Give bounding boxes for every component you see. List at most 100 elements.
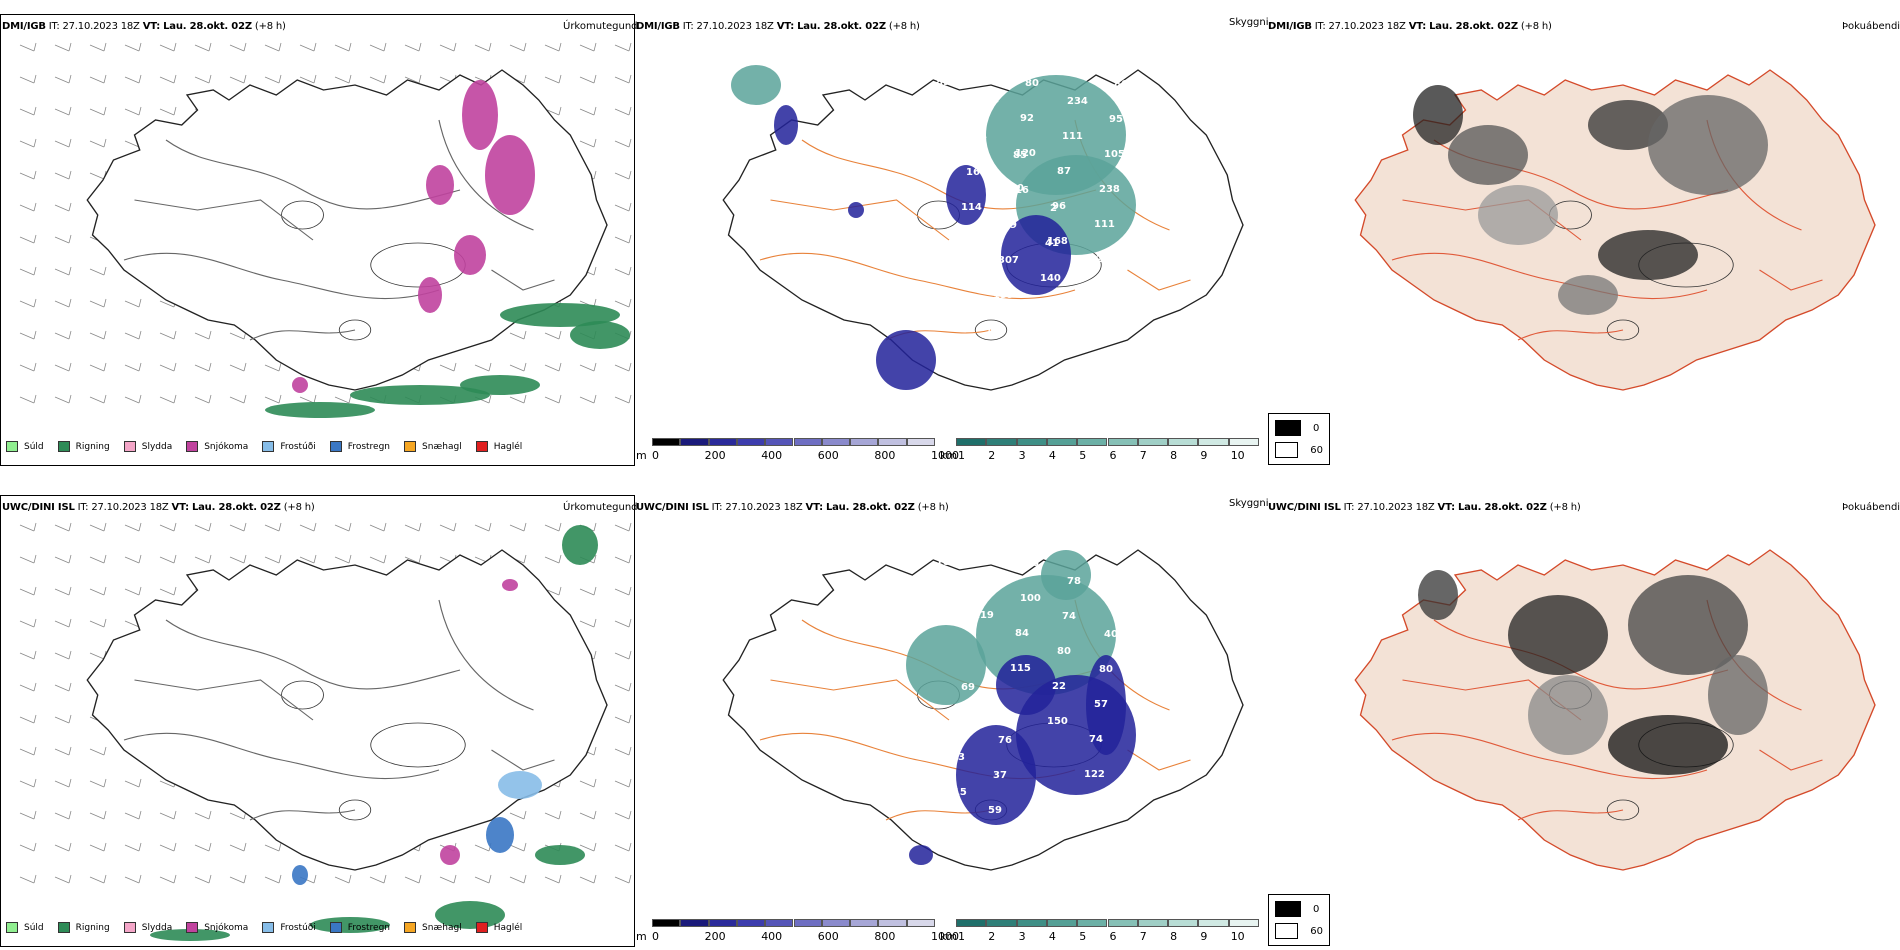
wind-barb	[103, 138, 107, 148]
road-line	[1127, 269, 1191, 291]
colorbar-segment	[956, 919, 987, 927]
wind-barb	[19, 524, 35, 532]
wind-barb	[54, 396, 70, 404]
wind-barb	[614, 620, 630, 628]
road-line	[123, 732, 440, 780]
wind-barb	[348, 874, 352, 884]
colorbar-segment	[1137, 438, 1169, 446]
visibility-value: 78	[1067, 576, 1081, 587]
wind-barb	[89, 876, 105, 884]
wind-barb	[89, 396, 105, 404]
wind-barb	[313, 74, 317, 84]
cloud-legend-swatch	[1275, 901, 1301, 917]
wind-barb	[124, 44, 140, 52]
wind-barb	[579, 396, 595, 404]
colorbar-unit: km	[940, 449, 958, 462]
vis-header: DMI/IGB IT: 27.10.2023 18Z VT: Lau. 28.o…	[636, 21, 920, 32]
wind-barb	[54, 748, 70, 756]
wind-barb	[19, 812, 35, 820]
wind-barb	[54, 524, 70, 532]
wind-barb	[19, 332, 35, 340]
visibility-value: 80	[1010, 183, 1024, 194]
wind-barb	[229, 844, 245, 852]
legend-label: Frostúði	[280, 922, 316, 933]
wind-barb	[124, 780, 140, 788]
wind-barb	[68, 522, 72, 532]
wind-barb	[54, 268, 70, 276]
cloud-legend-row: 0	[1275, 420, 1323, 436]
iceland-map	[86, 549, 608, 871]
wind-barb	[159, 396, 175, 404]
wind-barb	[558, 810, 562, 820]
visibility-value: 307	[998, 255, 1019, 266]
wind-barb	[68, 202, 72, 212]
wind-barb	[278, 362, 282, 372]
fog-area	[1628, 575, 1748, 675]
legend-label: Rigning	[75, 922, 110, 933]
visibility-value: 25	[1072, 841, 1086, 852]
wind-barb	[628, 170, 632, 180]
wind-barb	[439, 44, 455, 52]
visibility-value: 80	[1099, 664, 1113, 675]
wind-barb	[208, 394, 212, 404]
wind-barb	[103, 42, 107, 52]
vis-header: UWC/DINI ISL IT: 27.10.2023 18Z VT: Lau.…	[636, 502, 949, 513]
visibility-value: 163	[956, 237, 977, 248]
wind-barb	[54, 76, 70, 84]
road-line	[491, 749, 555, 771]
road-line	[770, 199, 950, 241]
wind-barb	[68, 810, 72, 820]
wind-barb	[68, 234, 72, 244]
colorbar-tick: 800	[874, 930, 896, 943]
wind-barb	[474, 364, 490, 372]
wind-barb	[628, 298, 632, 308]
wind-barb	[124, 300, 140, 308]
fog-area	[1648, 95, 1768, 195]
wind-barb	[229, 524, 245, 532]
wind-barb	[124, 364, 140, 372]
visibility-value: 37	[993, 770, 1007, 781]
colorbar-tick: 7	[1139, 930, 1147, 943]
legend-label: Súld	[24, 441, 44, 452]
colorbar-tick: 0	[652, 930, 659, 943]
wind-barb	[54, 300, 70, 308]
visibility-value: 216	[1008, 185, 1029, 196]
wind-barb	[54, 556, 70, 564]
wind-barb	[138, 522, 142, 532]
wind-barb	[614, 268, 630, 276]
wind-barb	[89, 748, 105, 756]
wind-barb	[614, 556, 630, 564]
wind-barb	[19, 684, 35, 692]
precip-area	[485, 135, 535, 215]
visibility-value: 95	[1109, 114, 1123, 125]
wind-barb	[33, 234, 37, 244]
precip-legend: Súld Rigning Slydda Snjókoma Frostúði Frostre…	[6, 922, 536, 933]
wind-barb	[19, 396, 35, 404]
wind-barb	[138, 74, 142, 84]
wind-barb	[208, 42, 212, 52]
wind-barb	[68, 746, 72, 756]
road-line	[1517, 329, 1624, 341]
colorbar-tick: 1000	[931, 449, 959, 462]
precip-area	[292, 865, 308, 885]
wind-barb	[194, 876, 210, 884]
wind-barb	[523, 42, 527, 52]
visibility-value: 61	[956, 717, 970, 728]
wind-barb	[523, 810, 527, 820]
wind-barb	[33, 74, 37, 84]
legend-label: Súld	[24, 922, 44, 933]
wind-barb	[628, 522, 632, 532]
legend-item: Frostregn	[329, 441, 390, 452]
wind-barb	[369, 44, 385, 52]
iceland-map	[86, 69, 608, 391]
wind-barb	[68, 42, 72, 52]
wind-barb	[124, 108, 140, 116]
precip-area	[498, 771, 542, 799]
wind-barb	[19, 76, 35, 84]
colorbar-tick: 400	[761, 930, 783, 943]
wind-barb	[243, 522, 247, 532]
wind-barb	[348, 74, 352, 84]
wind-barb	[264, 844, 280, 852]
visibility-value: 185	[983, 840, 1004, 851]
wind-barb	[33, 778, 37, 788]
